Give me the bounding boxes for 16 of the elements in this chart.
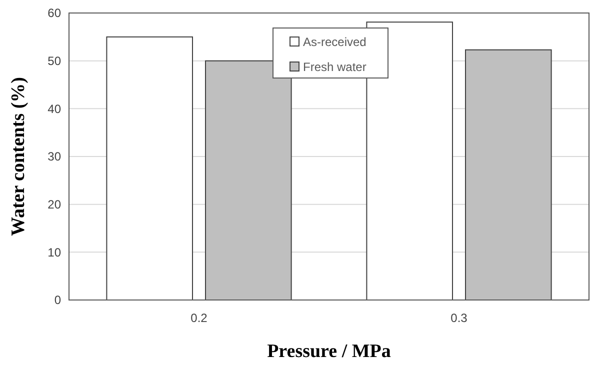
y-tick-label: 30: [48, 150, 62, 164]
x-axis-title: Pressure / MPa: [267, 341, 392, 362]
y-tick-label: 40: [48, 102, 62, 116]
bar: [465, 49, 552, 300]
bar: [205, 60, 292, 300]
y-tick-label: 50: [48, 54, 62, 68]
legend-label: As-received: [303, 35, 366, 49]
y-axis-title: Water contents (%): [8, 76, 29, 236]
x-tick-label: 0.3: [450, 311, 468, 325]
y-tick-label: 0: [54, 293, 62, 308]
y-tick-label: 60: [48, 6, 62, 20]
legend-label: Fresh water: [303, 60, 366, 74]
x-tick-label: 0.2: [190, 311, 208, 325]
y-tick-label: 10: [48, 245, 62, 260]
y-tick-label: 20: [48, 198, 62, 212]
bar: [106, 36, 193, 300]
